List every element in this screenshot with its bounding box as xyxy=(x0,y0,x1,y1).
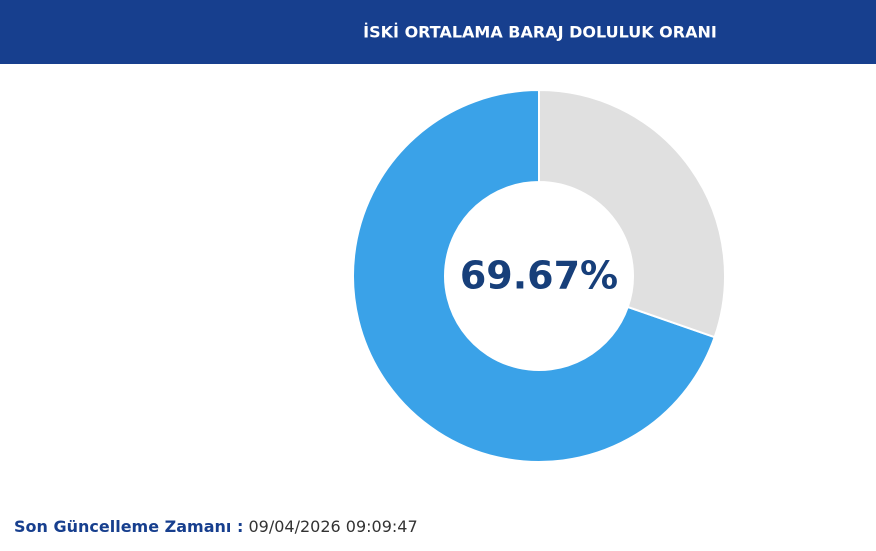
update-time: 09/04/2026 09:09:47 xyxy=(248,517,418,536)
donut-segment xyxy=(538,88,726,339)
donut-segment xyxy=(352,88,716,463)
footer: Son Güncelleme Zamanı : 09/04/2026 09:09… xyxy=(14,517,418,536)
chart: 69.67% xyxy=(352,88,726,463)
update-label: Son Güncelleme Zamanı : xyxy=(14,517,244,536)
header-bar xyxy=(0,0,876,64)
chart-title: İSKİ ORTALAMA BARAJ DOLULUK ORANI xyxy=(363,23,717,42)
header: İSKİ ORTALAMA BARAJ DOLULUK ORANI xyxy=(363,23,717,42)
center-label: 69.67% xyxy=(460,254,618,298)
